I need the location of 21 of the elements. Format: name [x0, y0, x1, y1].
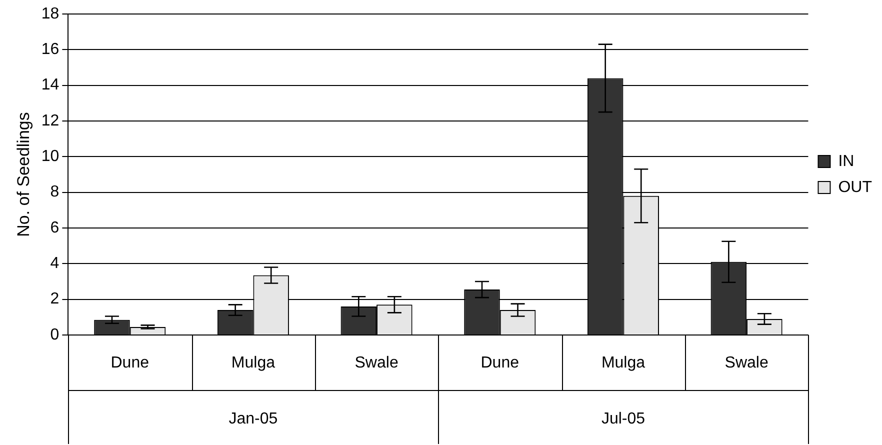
- legend-label: IN: [838, 152, 854, 170]
- y-tick-label: 16: [41, 41, 60, 58]
- x-tick-label: Dune: [480, 354, 520, 372]
- y-tick-label: 12: [41, 112, 60, 130]
- y-tick-label: 8: [50, 184, 60, 201]
- x-tick-label: Swale: [354, 354, 398, 372]
- x-tick-label: Mulga: [231, 354, 276, 372]
- x-tick-label: Dune: [110, 354, 150, 372]
- y-tick-label: 18: [41, 5, 60, 22]
- y-tick-label: 4: [50, 255, 60, 272]
- x-tick-label: Swale: [724, 354, 768, 372]
- x-tick-label: Mulga: [601, 354, 646, 372]
- y-tick-label: 10: [41, 148, 60, 166]
- y-tick-label: 2: [50, 290, 60, 308]
- y-tick-label: 6: [50, 219, 60, 236]
- text: Jan-05: [228, 410, 278, 428]
- y-tick-label: 14: [41, 76, 60, 94]
- legend-label: OUT: [838, 178, 872, 196]
- text: Jul-05: [601, 410, 646, 428]
- y-tick-label: 0: [50, 326, 60, 344]
- y-axis-title: No. of Seedlings: [14, 112, 33, 237]
